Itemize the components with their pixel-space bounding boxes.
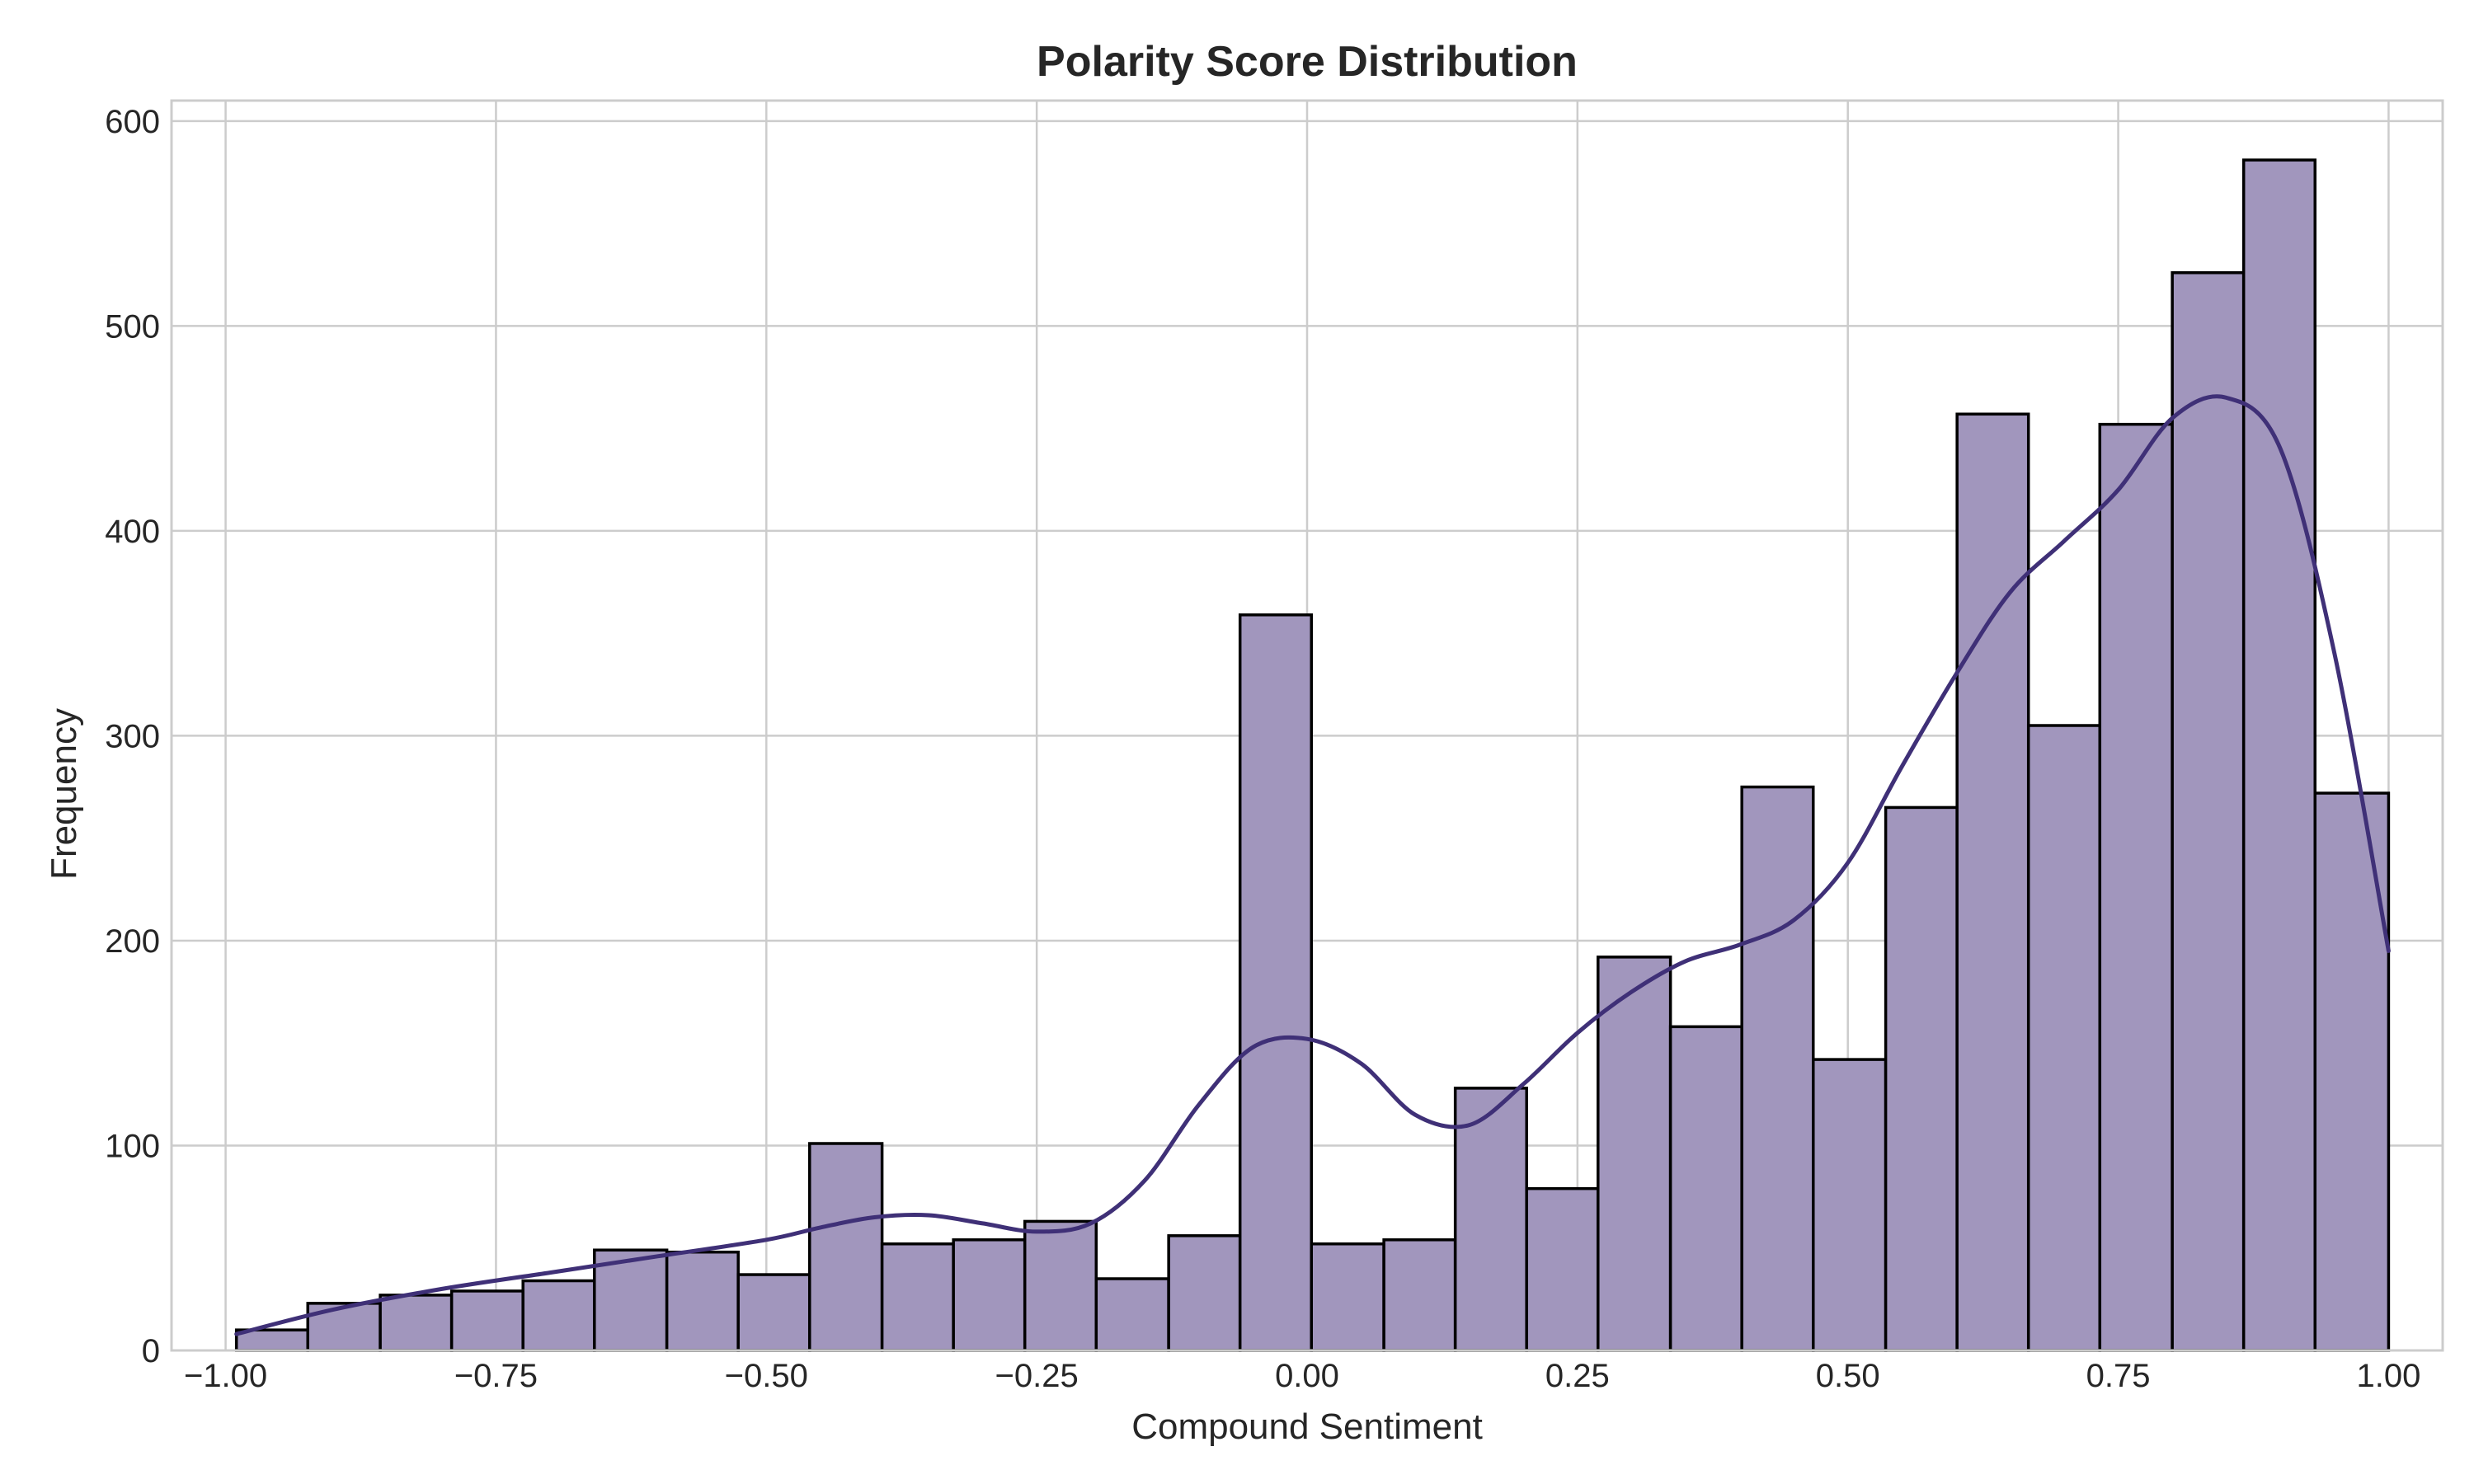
kde-density-line (234, 394, 2391, 1336)
histogram-bar (1740, 785, 1815, 1352)
x-tick-label: 1.00 (2356, 1358, 2420, 1394)
x-tick-label: −0.50 (725, 1358, 808, 1394)
histogram-bar (306, 1302, 382, 1352)
histogram-bar (1238, 613, 1313, 1352)
histogram-bar (736, 1273, 811, 1352)
x-tick-labels: −1.00 −0.75 −0.50 −0.25 0.00 0.25 0.50 0.75 1.00 (184, 1358, 2420, 1394)
y-tick-label: 300 (105, 718, 160, 754)
histogram-bar (521, 1279, 596, 1352)
x-tick-label: −0.75 (454, 1358, 538, 1394)
histogram-bar (2241, 158, 2317, 1352)
histogram-bar (1094, 1277, 1170, 1352)
y-tick-labels: 0 100 200 300 400 500 600 (105, 104, 160, 1369)
y-tick-label: 500 (105, 308, 160, 345)
x-tick-label: −1.00 (184, 1358, 267, 1394)
x-tick-label: 0.25 (1545, 1358, 1610, 1394)
histogram-bar (2026, 724, 2102, 1352)
x-axis-label: Compound Sentiment (1131, 1407, 1483, 1447)
histogram-bar (880, 1242, 955, 1352)
histogram-bar (807, 1142, 884, 1352)
histogram-bar (2171, 271, 2246, 1352)
x-tick-label: −0.25 (995, 1358, 1079, 1394)
histogram-bar (1310, 1242, 1385, 1352)
histogram-bar (2098, 422, 2174, 1352)
y-tick-label: 0 (142, 1333, 160, 1369)
histogram-bar (665, 1250, 740, 1352)
histogram-bars (234, 158, 2391, 1352)
x-tick-label: 0.00 (1275, 1358, 1339, 1394)
histogram-bar (1382, 1238, 1457, 1352)
histogram-bar (1023, 1219, 1098, 1352)
x-tick-label: 0.75 (2086, 1358, 2151, 1394)
histogram-bar (952, 1238, 1027, 1352)
y-tick-label: 600 (105, 104, 160, 140)
plot-frame (170, 99, 2444, 1352)
histogram-bar (449, 1289, 524, 1352)
y-tick-label: 200 (105, 923, 160, 960)
chart-title: Polarity Score Distribution (1037, 38, 1578, 86)
histogram-bar (1668, 1025, 1743, 1352)
histogram-bar (1955, 412, 2030, 1352)
y-axis-label: Frequency (44, 708, 84, 880)
histogram-bar (1167, 1234, 1242, 1352)
histogram-bar (1525, 1186, 1600, 1352)
y-tick-label: 400 (105, 514, 160, 550)
histogram-bar (1884, 805, 1959, 1352)
histogram-bar (379, 1294, 454, 1352)
histogram-bar (1811, 1058, 1888, 1352)
x-tick-label: 0.50 (1816, 1358, 1880, 1394)
y-tick-label: 100 (105, 1128, 160, 1164)
histogram-bar (1597, 956, 1672, 1352)
